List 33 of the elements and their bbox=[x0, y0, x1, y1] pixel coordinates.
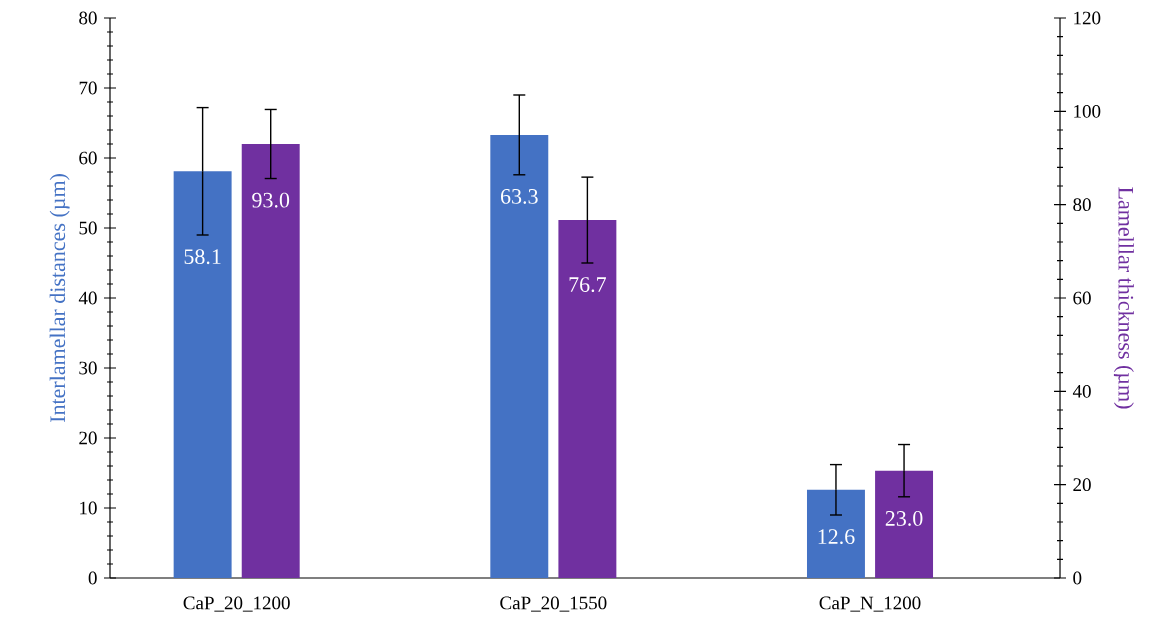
y2-tick-label: 20 bbox=[1073, 478, 1091, 492]
data-label: 12.6 bbox=[818, 529, 855, 545]
x-tick-label: CaP_20_1550 bbox=[500, 596, 607, 612]
bar bbox=[875, 470, 934, 578]
y-tick-label: 10 bbox=[80, 501, 97, 515]
y2-tick-label: 100 bbox=[1074, 104, 1101, 118]
y2-tick-label: 40 bbox=[1072, 384, 1091, 398]
bar bbox=[806, 489, 865, 578]
y2-axis-title: Lamelllar thickness (µm) bbox=[1113, 187, 1134, 409]
y-tick-label: 60 bbox=[79, 151, 97, 165]
y-axis-title: Interlamellar distances (µm) bbox=[49, 174, 70, 423]
data-label: 23.0 bbox=[885, 511, 923, 526]
y-tick-label: 80 bbox=[79, 11, 97, 25]
bar bbox=[241, 144, 300, 578]
data-label: 76.7 bbox=[569, 277, 606, 293]
bar bbox=[490, 134, 549, 578]
y2-tick-label: 60 bbox=[1073, 291, 1091, 305]
x-tick-label: CaP_20_1200 bbox=[183, 596, 290, 612]
bar bbox=[173, 171, 232, 578]
y-tick-label: 40 bbox=[78, 291, 97, 305]
y2-tick-label: 80 bbox=[1073, 198, 1091, 212]
data-label: 63.3 bbox=[501, 189, 538, 204]
y-tick-label: 20 bbox=[79, 431, 97, 445]
y-tick-label: 30 bbox=[79, 361, 97, 375]
bar bbox=[558, 220, 617, 578]
y-tick-label: 70 bbox=[79, 81, 97, 95]
data-label: 58.1 bbox=[184, 249, 221, 265]
y-tick-label: 50 bbox=[79, 221, 97, 235]
y2-tick-label: 120 bbox=[1074, 11, 1101, 25]
y2-tick-label: 0 bbox=[1073, 571, 1082, 585]
x-tick-label: CaP_N_1200 bbox=[819, 596, 921, 612]
y-tick-label: 0 bbox=[88, 571, 97, 585]
data-label: 93.0 bbox=[252, 192, 290, 208]
